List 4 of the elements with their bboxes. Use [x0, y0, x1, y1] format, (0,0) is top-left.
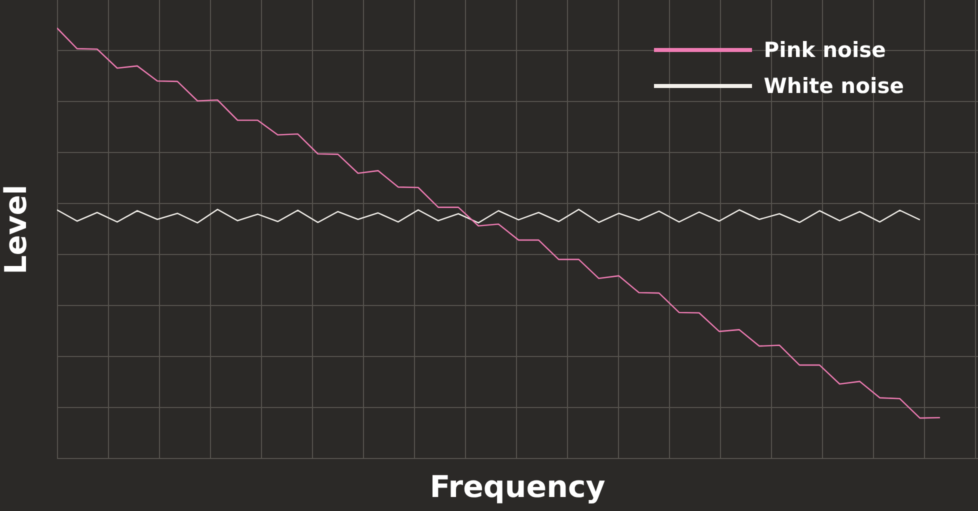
legend-label: Pink noise	[764, 38, 886, 62]
x-axis-title: Frequency	[430, 470, 606, 505]
y-axis-title: Level	[0, 184, 34, 274]
legend-label: White noise	[764, 74, 904, 98]
